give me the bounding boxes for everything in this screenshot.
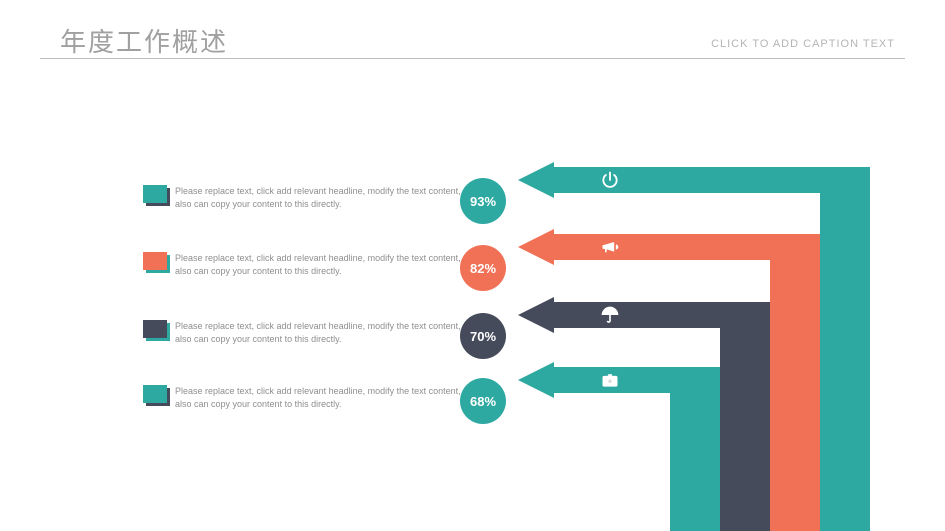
header-divider [40,58,905,59]
arrow-3-vertical [670,367,720,531]
camera-icon [600,370,620,390]
item-2: Please replace text, click add relevant … [175,320,465,346]
item-2-percent: 70% [470,329,496,344]
umbrella-icon [600,305,620,325]
item-1-percent: 82% [470,261,496,276]
item-0-marker-front [143,185,167,203]
item-3-marker-front [143,385,167,403]
item-1-text: Please replace text, click add relevant … [175,252,465,278]
arrow-2-vertical [720,302,770,531]
page-subtitle: CLICK TO ADD CAPTION TEXT [711,38,895,50]
power-icon [600,170,620,190]
item-3-text: Please replace text, click add relevant … [175,385,465,411]
item-0-text: Please replace text, click add relevant … [175,185,465,211]
page-title: 年度工作概述 [60,22,228,59]
item-2-marker [143,320,167,338]
arrow-1-head [518,229,554,265]
item-2-circle: 70% [460,313,506,359]
item-0-circle: 93% [460,178,506,224]
item-1: Please replace text, click add relevant … [175,252,465,278]
item-3-circle: 68% [460,378,506,424]
item-0-marker [143,185,167,203]
arrow-0-head [518,162,554,198]
megaphone-icon [600,237,620,257]
item-1-marker [143,252,167,270]
arrow-3-head [518,362,554,398]
arrow-2-head [518,297,554,333]
arrow-0-vertical [820,167,870,531]
item-1-circle: 82% [460,245,506,291]
item-0: Please replace text, click add relevant … [175,185,465,211]
item-3-marker [143,385,167,403]
item-3: Please replace text, click add relevant … [175,385,465,411]
item-2-text: Please replace text, click add relevant … [175,320,465,346]
item-3-percent: 68% [470,394,496,409]
arrow-1-vertical [770,234,820,531]
item-0-percent: 93% [470,194,496,209]
item-1-marker-front [143,252,167,270]
item-2-marker-front [143,320,167,338]
